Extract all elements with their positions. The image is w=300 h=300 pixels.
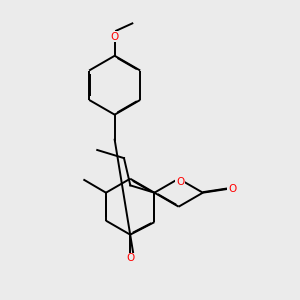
Text: O: O <box>110 32 119 42</box>
Text: O: O <box>176 177 184 187</box>
Text: O: O <box>176 177 184 187</box>
Text: O: O <box>126 254 134 263</box>
Text: O: O <box>124 254 133 263</box>
Text: O: O <box>228 184 236 194</box>
Text: O: O <box>110 32 119 42</box>
Text: O: O <box>228 184 236 194</box>
